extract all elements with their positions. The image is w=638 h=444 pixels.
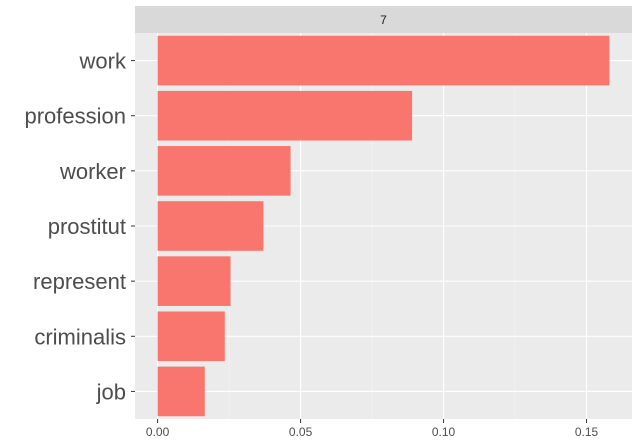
- category-label-job: job: [96, 379, 126, 404]
- x-tick-label: 0.15: [575, 425, 599, 439]
- category-label-work: work: [79, 49, 127, 74]
- bar-worker: [157, 146, 291, 196]
- bar-job: [157, 366, 205, 417]
- strip-background: [135, 6, 632, 33]
- x-tick-label: 0.05: [289, 425, 313, 439]
- bar-profession: [157, 90, 413, 141]
- category-labels: work profession worker prostitut represent cr…: [24, 49, 135, 404]
- bars: [157, 35, 610, 417]
- bar-represent: [157, 256, 231, 306]
- category-label-represent: represent: [33, 269, 126, 294]
- x-tick-label: 0.00: [146, 425, 170, 439]
- bar-work: [157, 35, 610, 86]
- facet-strip-label: 7: [380, 13, 387, 27]
- x-axis: 0.00 0.05 0.10 0.15: [146, 419, 599, 439]
- bar-prostitut: [157, 201, 264, 251]
- category-label-prostitut: prostitut: [48, 214, 126, 239]
- x-tick-label: 0.10: [432, 425, 456, 439]
- category-label-criminalis: criminalis: [34, 324, 126, 349]
- category-label-profession: profession: [24, 104, 126, 129]
- category-label-worker: worker: [59, 159, 126, 184]
- bar-criminalis: [157, 311, 225, 362]
